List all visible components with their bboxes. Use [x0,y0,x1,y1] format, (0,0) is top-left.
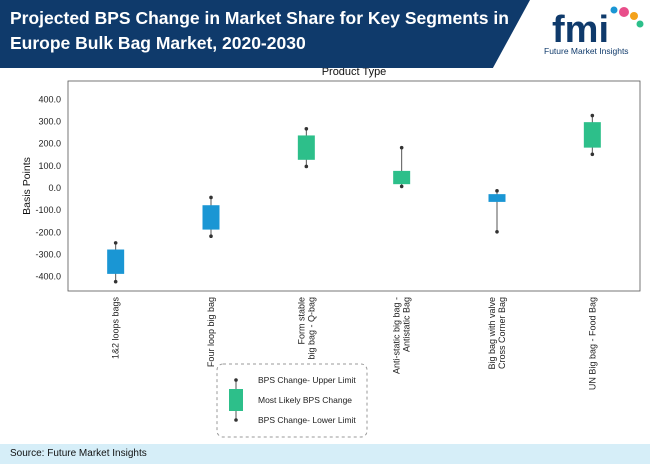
x-tick-label-line: UN Big bag - Food Bag [587,297,597,390]
fmi-logo: fmi [552,6,644,51]
y-ticks: 400.0 300.0 200.0 100.0 0.0 -100.0 -200.0 -300.… [35,94,61,281]
header: Projected BPS Change in Market Share for… [0,0,650,68]
y-tick-label: 400.0 [38,94,61,104]
y-tick-label: 200.0 [38,139,61,149]
upper-limit-point [590,113,595,118]
x-tick-label-line: 1&2 loops bags [111,297,121,360]
x-tick-label-line: big bag - Q-bag [306,297,316,360]
x-tick-label: Big bag with valveCross Corner Bag [487,297,507,370]
lower-limit-point [495,230,499,234]
box [202,205,220,230]
footer-band [0,444,650,464]
box [297,135,315,160]
box-chart: Product Type Basis Points 400.0 300.0 200.… [21,68,641,438]
x-tick-label-line: Four loop big bag [206,297,216,367]
legend: BPS Change- Upper Limit Most Likely BPS … [216,363,368,438]
legend-item-upper: BPS Change- Upper Limit [258,375,356,385]
upper-limit-point [495,189,499,193]
upper-limit-point [304,127,309,131]
box [107,249,125,274]
lower-limit-point [399,184,404,189]
x-tick-label-line: Antistatic Bag [402,297,412,352]
legend-lower-dot [234,418,238,422]
chart-title: Projected BPS Change in Market Share for… [10,6,510,56]
x-tick-label: 1&2 loops bags [111,297,121,360]
chart-subtitle: Product Type [322,68,387,78]
box [583,122,601,148]
x-tick-label: Anti-static big bag -Antistatic Bag [392,297,412,374]
x-tick-label: Form stablebig bag - Q-bag [296,297,316,360]
y-tick-label: 0.0 [48,183,61,193]
upper-limit-point [113,241,118,245]
x-tick-label-line: Form stable [296,297,306,345]
source-note: Source: Future Market Insights [10,448,147,459]
legend-border [216,363,368,438]
upper-limit-point [399,145,404,150]
title-band [0,0,530,68]
x-tick-label: Four loop big bag [206,297,216,367]
lower-limit-point [304,164,309,169]
x-tick-label: UN Big bag - Food Bag [587,297,597,390]
legend-item-likely: Most Likely BPS Change [258,395,352,405]
y-tick-label: -100.0 [35,205,61,215]
x-tick-label-line: Big bag with valve [487,297,497,370]
y-tick-label: 100.0 [38,161,61,171]
y-axis-label: Basis Points [21,157,33,215]
y-tick-label: -300.0 [35,249,61,259]
box [488,194,506,202]
lower-limit-point [113,279,118,284]
plot-frame [67,80,641,292]
y-tick-label: -400.0 [35,272,61,282]
legend-item-lower: BPS Change- Lower Limit [258,415,356,425]
lower-limit-point [209,234,213,239]
box [393,170,411,185]
fmi-logo-letters: fmi [552,9,609,51]
x-tick-label-line: Anti-static big bag - [392,297,402,374]
y-tick-label: -200.0 [35,227,61,237]
title-line-2: Europe Bulk Bag Market, 2020-2030 [10,33,306,53]
title-line-1: Projected BPS Change in Market Share for… [10,8,509,28]
x-tick-label-line: Cross Corner Bag [497,297,507,369]
upper-limit-point [209,195,213,200]
logo-caption: Future Market Insights [544,46,629,56]
y-tick-label: 300.0 [38,117,61,127]
x-labels: 1&2 loops bags Four loop big bag Form stab… [111,297,598,391]
boxes [107,113,601,284]
lower-limit-point [590,152,595,157]
legend-box-swatch [229,389,243,411]
legend-upper-dot [234,378,238,382]
